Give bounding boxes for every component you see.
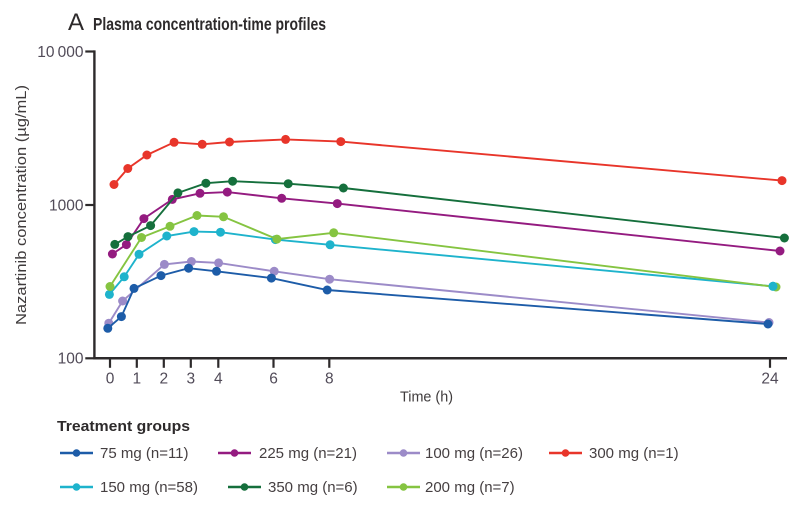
svg-text:100: 100 [58,351,84,368]
svg-text:0: 0 [106,370,115,387]
svg-text:75 mg (n=11): 75 mg (n=11) [100,445,189,462]
svg-text:350 mg (n=6): 350 mg (n=6) [268,479,358,496]
svg-text:Time (h): Time (h) [400,389,453,406]
svg-text:Treatment groups: Treatment groups [57,418,190,435]
svg-text:24: 24 [761,370,779,387]
svg-text:3: 3 [186,370,195,387]
svg-text:4: 4 [214,370,223,387]
svg-text:200 mg (n=7): 200 mg (n=7) [425,479,515,496]
svg-text:100 mg (n=26): 100 mg (n=26) [425,445,523,462]
svg-text:2: 2 [159,370,168,387]
svg-text:150 mg (n=58): 150 mg (n=58) [100,479,198,496]
svg-text:1000: 1000 [49,197,84,214]
svg-text:A: A [68,9,84,36]
svg-text:Nazartinib concentration (µg/m: Nazartinib concentration (µg/mL) [13,85,30,325]
svg-text:8: 8 [325,370,334,387]
svg-text:10 000: 10 000 [37,44,84,61]
svg-text:300 mg (n=1): 300 mg (n=1) [589,445,679,462]
svg-text:Plasma concentration-time prof: Plasma concentration-time profiles [93,14,326,34]
svg-text:1: 1 [132,370,141,387]
svg-text:225 mg (n=21): 225 mg (n=21) [259,445,357,462]
svg-text:6: 6 [269,370,278,387]
